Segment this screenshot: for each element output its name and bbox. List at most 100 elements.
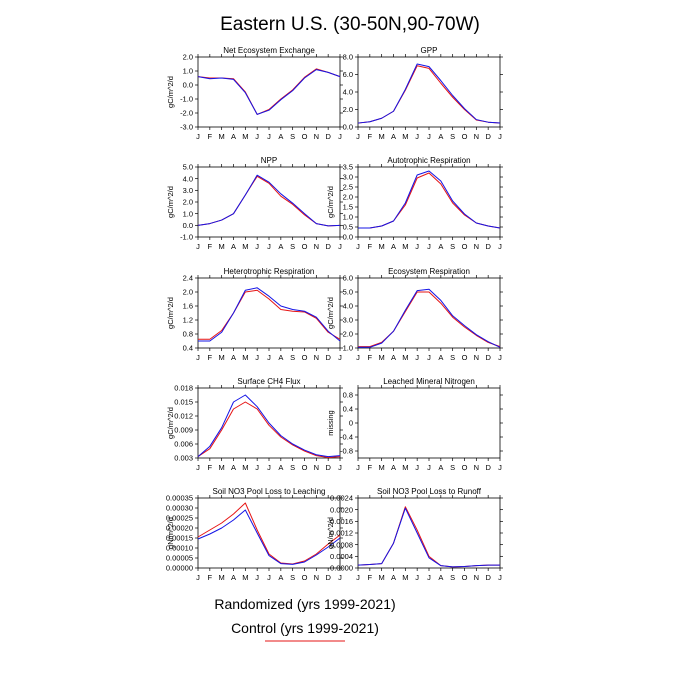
x-tick-label: A [278, 132, 283, 141]
x-tick-label: O [462, 463, 468, 472]
series-line [197, 175, 341, 227]
legend-label-control: Control (yrs 1999-2021) [231, 620, 379, 636]
x-tick-label: J [427, 132, 431, 141]
y-tick-label: 4.0 [343, 88, 353, 97]
y-tick-label: 0.00035 [166, 494, 193, 503]
x-tick-label: F [368, 573, 373, 582]
y-tick-label: 0.0020 [330, 505, 353, 514]
y-tick-label: 3.0 [343, 173, 353, 182]
x-tick-label: M [219, 132, 225, 141]
x-tick-label: A [391, 132, 396, 141]
y-tick-label: 0.00015 [166, 534, 193, 543]
y-tick-label: 2.0 [343, 330, 353, 339]
x-tick-label: A [438, 132, 443, 141]
x-tick-label: J [255, 463, 259, 472]
x-tick-label: F [208, 353, 213, 362]
plot-frame [357, 387, 501, 459]
x-tick-label: M [219, 573, 225, 582]
x-tick-label: S [450, 132, 455, 141]
y-tick-label: 1.6 [183, 302, 193, 311]
x-tick-label: D [325, 242, 331, 251]
y-tick-label: 0 [349, 419, 353, 428]
y-tick-label: 0.006 [174, 440, 193, 449]
y-tick-label: 0.015 [174, 398, 193, 407]
y-tick-label: 5.0 [183, 163, 193, 172]
series-line [197, 401, 341, 459]
x-tick-label: O [302, 353, 308, 362]
x-tick-label: S [290, 132, 295, 141]
y-tick-label: 0.012 [174, 412, 193, 421]
x-tick-label: J [356, 132, 360, 141]
y-axis-label: gC/m^2/d [166, 297, 175, 329]
x-tick-label: A [231, 573, 236, 582]
legend-label-randomized: Randomized (yrs 1999-2021) [214, 596, 395, 612]
plot-frame [357, 277, 501, 349]
x-tick-label: A [438, 463, 443, 472]
x-tick-label: O [462, 242, 468, 251]
y-tick-label: 3.5 [343, 163, 353, 172]
x-tick-label: D [485, 463, 491, 472]
x-tick-label: M [242, 573, 248, 582]
x-tick-label: A [231, 132, 236, 141]
y-axis-label: gC/m^2/d [166, 407, 175, 439]
y-tick-label: 0.4 [183, 344, 193, 353]
y-tick-label: 2.0 [183, 53, 193, 62]
x-tick-label: F [368, 463, 373, 472]
x-tick-label: D [325, 573, 331, 582]
x-tick-label: D [485, 573, 491, 582]
series-line [357, 63, 501, 124]
x-tick-label: O [302, 573, 308, 582]
x-tick-label: M [379, 573, 385, 582]
x-tick-label: J [498, 242, 502, 251]
series-line [198, 289, 341, 340]
x-tick-label: M [219, 463, 225, 472]
x-tick-label: J [356, 573, 360, 582]
plot-frame [357, 56, 501, 128]
x-tick-label: M [402, 463, 408, 472]
y-tick-label: 1.0 [183, 67, 193, 76]
x-tick-label: J [427, 242, 431, 251]
x-tick-label: J [338, 573, 342, 582]
y-tick-label: 4.0 [183, 174, 193, 183]
x-tick-label: A [438, 242, 443, 251]
series-line [197, 509, 341, 565]
x-tick-label: A [391, 463, 396, 472]
x-tick-label: F [368, 242, 373, 251]
x-tick-label: J [255, 573, 259, 582]
panel-title: Heterotrophic Respiration [224, 267, 315, 276]
panel-title: Ecosystem Respiration [388, 267, 470, 276]
x-tick-label: J [196, 242, 200, 251]
x-tick-label: J [338, 242, 342, 251]
x-tick-label: J [356, 353, 360, 362]
y-tick-label: 1.0 [343, 344, 353, 353]
x-tick-label: M [379, 353, 385, 362]
x-tick-label: M [402, 132, 408, 141]
series-line [357, 507, 500, 568]
y-tick-label: 3.0 [343, 316, 353, 325]
x-tick-label: D [485, 242, 491, 251]
x-tick-label: J [196, 463, 200, 472]
y-tick-label: 0.00010 [166, 544, 193, 553]
x-tick-label: A [391, 573, 396, 582]
chart-panel: Soil NO3 Pool Loss to RunoffgN/m^2/d0.00… [326, 487, 503, 582]
x-tick-label: J [267, 242, 271, 251]
y-tick-label: 2.0 [343, 193, 353, 202]
y-tick-label: 0.0004 [330, 552, 353, 561]
y-axis-label: gC/m^2/d [166, 186, 175, 218]
series-line [358, 172, 501, 229]
y-tick-label: 2.5 [343, 183, 353, 192]
x-tick-label: J [196, 353, 200, 362]
x-tick-label: J [338, 353, 342, 362]
y-axis-label: gN/m^2/d [166, 517, 175, 549]
x-tick-label: M [219, 353, 225, 362]
y-tick-label: 0.8 [343, 391, 353, 400]
x-tick-label: J [427, 353, 431, 362]
x-tick-label: M [242, 353, 248, 362]
x-tick-label: D [485, 132, 491, 141]
series-line [197, 174, 341, 227]
series-line [197, 502, 341, 565]
y-tick-label: 0.5 [343, 223, 353, 232]
x-tick-label: O [302, 242, 308, 251]
